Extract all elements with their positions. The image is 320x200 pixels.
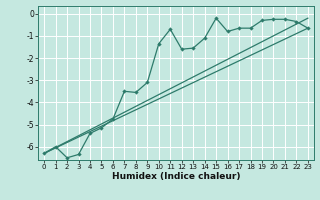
X-axis label: Humidex (Indice chaleur): Humidex (Indice chaleur) — [112, 172, 240, 181]
